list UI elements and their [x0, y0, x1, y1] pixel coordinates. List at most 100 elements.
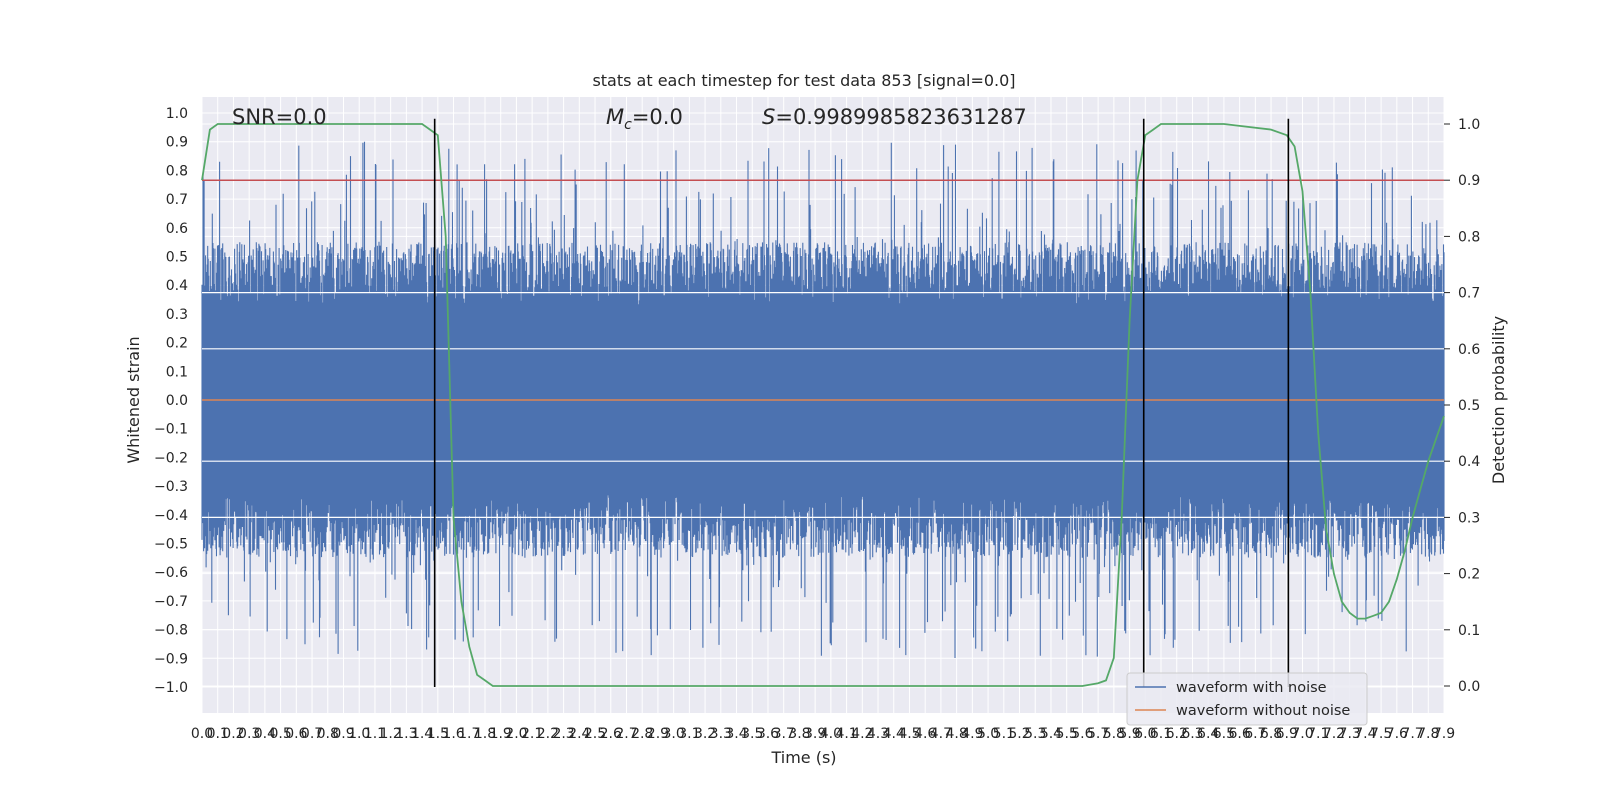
y-tick-label: −0.7 — [154, 594, 188, 610]
y-tick-label: −0.1 — [154, 422, 188, 438]
x-tick-label: 6.5 — [1213, 726, 1235, 742]
x-tick-label: 7.1 — [1307, 726, 1329, 742]
x-tick-label: 3.8 — [788, 726, 810, 742]
s-symbol: S — [762, 105, 775, 129]
y2-tick-label: 0.8 — [1458, 229, 1480, 245]
x-tick-label: 7.0 — [1291, 726, 1313, 742]
y2-tick-label: 0.7 — [1458, 286, 1480, 302]
y2-tick-label: 0.5 — [1458, 398, 1480, 414]
y2-tick-label: 0.4 — [1458, 454, 1480, 470]
y-tick-label: −0.8 — [154, 623, 188, 639]
x-tick-label: 7.7 — [1401, 726, 1423, 742]
series-waveform-with-noise — [201, 141, 1445, 658]
x-tick-label: 5.9 — [1118, 726, 1140, 742]
legend-label-clean: waveform without noise — [1176, 703, 1350, 719]
x-tick-label: 3.7 — [773, 726, 795, 742]
x-tick-label: 5.1 — [993, 726, 1015, 742]
chart-title: stats at each timestep for test data 853… — [592, 71, 1015, 90]
x-tick-label: 6.6 — [1228, 726, 1250, 742]
y-tick-label: 0.4 — [166, 278, 188, 294]
x-tick-label: 2.8 — [631, 726, 653, 742]
legend: waveform with noise waveform without noi… — [1126, 672, 1368, 726]
x-tick-label: 0.7 — [301, 726, 323, 742]
x-tick-label: 4.8 — [946, 726, 968, 742]
x-tick-label: 0.5 — [269, 726, 291, 742]
x-tick-label: 6.4 — [1197, 726, 1219, 742]
x-tick-label: 3.9 — [804, 726, 826, 742]
x-tick-label: 4.2 — [851, 726, 873, 742]
x-tick-label: 0.3 — [238, 726, 260, 742]
x-tick-label: 5.8 — [1103, 726, 1125, 742]
x-tick-label: 1.7 — [458, 726, 480, 742]
x-tick-label: 7.5 — [1370, 726, 1392, 742]
x-tick-label: 7.3 — [1339, 726, 1361, 742]
x-tick-label: 5.4 — [1040, 726, 1062, 742]
y-tick-label: 0.1 — [166, 364, 188, 380]
y-tick-label: 0.3 — [166, 307, 188, 323]
x-tick-label: 4.1 — [835, 726, 857, 742]
x-tick-label: 0.8 — [317, 726, 339, 742]
x-tick-label: 2.5 — [584, 726, 606, 742]
x-tick-label: 1.9 — [490, 726, 512, 742]
x-tick-label: 3.2 — [694, 726, 716, 742]
x-tick-label: 6.1 — [1150, 726, 1172, 742]
x-tick-label: 2.3 — [552, 726, 574, 742]
y2-tick-label: 0.6 — [1458, 342, 1480, 358]
x-tick-label: 1.5 — [427, 726, 449, 742]
x-tick-label: 0.4 — [254, 726, 276, 742]
x-tick-label: 5.7 — [1087, 726, 1109, 742]
y2-tick-label: 0.9 — [1458, 173, 1480, 189]
s-annotation: S=0.9989985823631287 — [762, 105, 1027, 129]
y2-tick-label: 0.1 — [1458, 623, 1480, 639]
x-tick-label: 4.6 — [914, 726, 936, 742]
y-tick-label: −0.6 — [154, 565, 188, 581]
x-tick-label: 1.2 — [380, 726, 402, 742]
y-tick-label: 0.2 — [166, 336, 188, 352]
x-tick-label: 2.7 — [615, 726, 637, 742]
y-tick-label: −1.0 — [154, 680, 188, 696]
x-tick-label: 4.7 — [930, 726, 952, 742]
y2-tick-label: 0.3 — [1458, 510, 1480, 526]
y-tick-label: −0.2 — [154, 450, 188, 466]
x-tick-label: 0.2 — [222, 726, 244, 742]
x-tick-label: 4.5 — [898, 726, 920, 742]
x-tick-label: 2.9 — [647, 726, 669, 742]
y2-axis-label: Detection probability — [1489, 316, 1508, 484]
x-tick-label: 1.0 — [348, 726, 370, 742]
x-tick-label: 1.4 — [411, 726, 433, 742]
x-tick-label: 6.0 — [1134, 726, 1156, 742]
y-tick-label: 0.8 — [166, 163, 188, 179]
x-tick-label: 7.2 — [1323, 726, 1345, 742]
y-tick-label: 1.0 — [166, 106, 188, 122]
x-tick-label: 6.8 — [1260, 726, 1282, 742]
y-tick-label: 0.6 — [166, 221, 188, 237]
y-tick-label: 0.7 — [166, 192, 188, 208]
x-tick-label: 7.4 — [1354, 726, 1376, 742]
y-tick-label: 0.5 — [166, 250, 188, 266]
x-tick-label: 4.9 — [961, 726, 983, 742]
x-axis-label: Time (s) — [770, 748, 836, 767]
x-tick-label: 1.8 — [474, 726, 496, 742]
x-tick-label: 1.3 — [395, 726, 417, 742]
x-tick-label: 5.0 — [977, 726, 999, 742]
x-tick-label: 3.1 — [678, 726, 700, 742]
x-tick-label: 7.9 — [1433, 726, 1455, 742]
mc-value: =0.0 — [632, 105, 683, 129]
y-tick-label: −0.5 — [154, 537, 188, 553]
mc-subscript: c — [624, 117, 632, 133]
tick-labels: 0.00.10.20.30.40.50.60.70.80.91.01.11.21… — [154, 106, 1480, 742]
y2-tick-label: 1.0 — [1458, 117, 1480, 133]
legend-label-noise: waveform with noise — [1176, 680, 1327, 696]
y-tick-label: 0.0 — [166, 393, 188, 409]
y-tick-label: 0.9 — [166, 135, 188, 151]
x-tick-label: 0.6 — [285, 726, 307, 742]
x-tick-label: 4.0 — [820, 726, 842, 742]
x-tick-label: 2.2 — [537, 726, 559, 742]
x-tick-label: 6.2 — [1166, 726, 1188, 742]
x-tick-label: 3.4 — [725, 726, 747, 742]
x-tick-label: 2.4 — [568, 726, 590, 742]
x-tick-label: 5.5 — [1056, 726, 1078, 742]
x-tick-label: 3.5 — [741, 726, 763, 742]
y2-tick-label: 0.2 — [1458, 567, 1480, 583]
